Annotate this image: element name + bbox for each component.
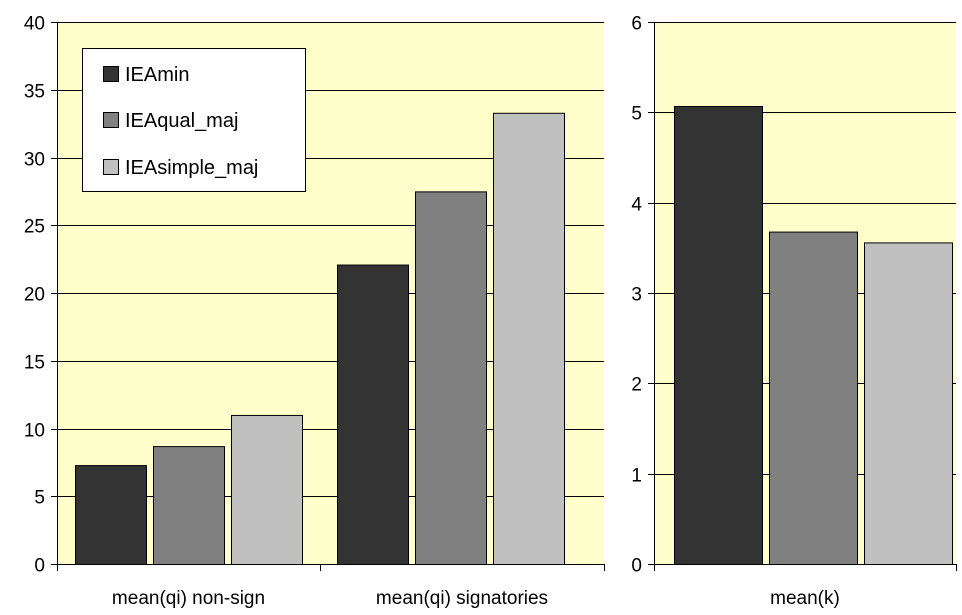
y-tick-label: 0 — [631, 556, 642, 577]
legend-item-2: IEAqual_maj — [103, 110, 238, 132]
bar — [153, 446, 225, 565]
legend-label: IEAsimple_maj — [125, 157, 258, 179]
y-tick-label: 5 — [34, 488, 45, 509]
y-tick-label: 30 — [24, 150, 45, 171]
legend-swatch — [103, 112, 119, 128]
x-category-label: mean(qi) non-sign — [112, 588, 265, 609]
right-bar-chart: 0 1 2 3 4 5 6 mean(k) — [631, 14, 957, 609]
left-bar-chart: 0 5 10 15 20 25 30 35 40 mean(qi) non-sign mean(qi… — [24, 14, 605, 609]
legend-item-1: IEAmin — [103, 64, 189, 86]
y-tick-label: 2 — [631, 375, 642, 396]
y-tick-label: 5 — [631, 104, 642, 125]
y-tick-label: 10 — [24, 421, 45, 442]
legend-swatch — [103, 159, 119, 175]
bar — [75, 465, 147, 565]
bar — [337, 264, 409, 565]
legend-swatch — [103, 66, 119, 82]
y-tick-label: 20 — [24, 285, 45, 306]
y-tick-label: 1 — [631, 466, 642, 487]
x-category-label: mean(qi) signatories — [376, 588, 548, 609]
legend-item-3: IEAsimple_maj — [103, 157, 258, 179]
bar — [674, 106, 763, 565]
bar — [231, 414, 303, 566]
y-tick-label: 4 — [631, 195, 642, 216]
bar — [864, 242, 953, 565]
bar — [769, 231, 858, 565]
legend-label: IEAqual_maj — [125, 110, 238, 132]
y-tick-label: 40 — [24, 14, 45, 35]
legend-box — [82, 48, 306, 192]
x-category-label: mean(k) — [770, 588, 840, 609]
y-tick-label: 25 — [24, 217, 45, 238]
bar — [415, 191, 487, 565]
y-tick-label: 35 — [24, 82, 45, 103]
y-tick-label: 15 — [24, 353, 45, 374]
y-tick-label: 3 — [631, 285, 642, 306]
bar — [493, 112, 565, 565]
legend: IEAmin IEAqual_maj IEAsimple_maj — [82, 48, 306, 192]
y-tick-label: 0 — [34, 556, 45, 577]
y-tick-label: 6 — [631, 14, 642, 35]
legend-label: IEAmin — [125, 64, 189, 86]
